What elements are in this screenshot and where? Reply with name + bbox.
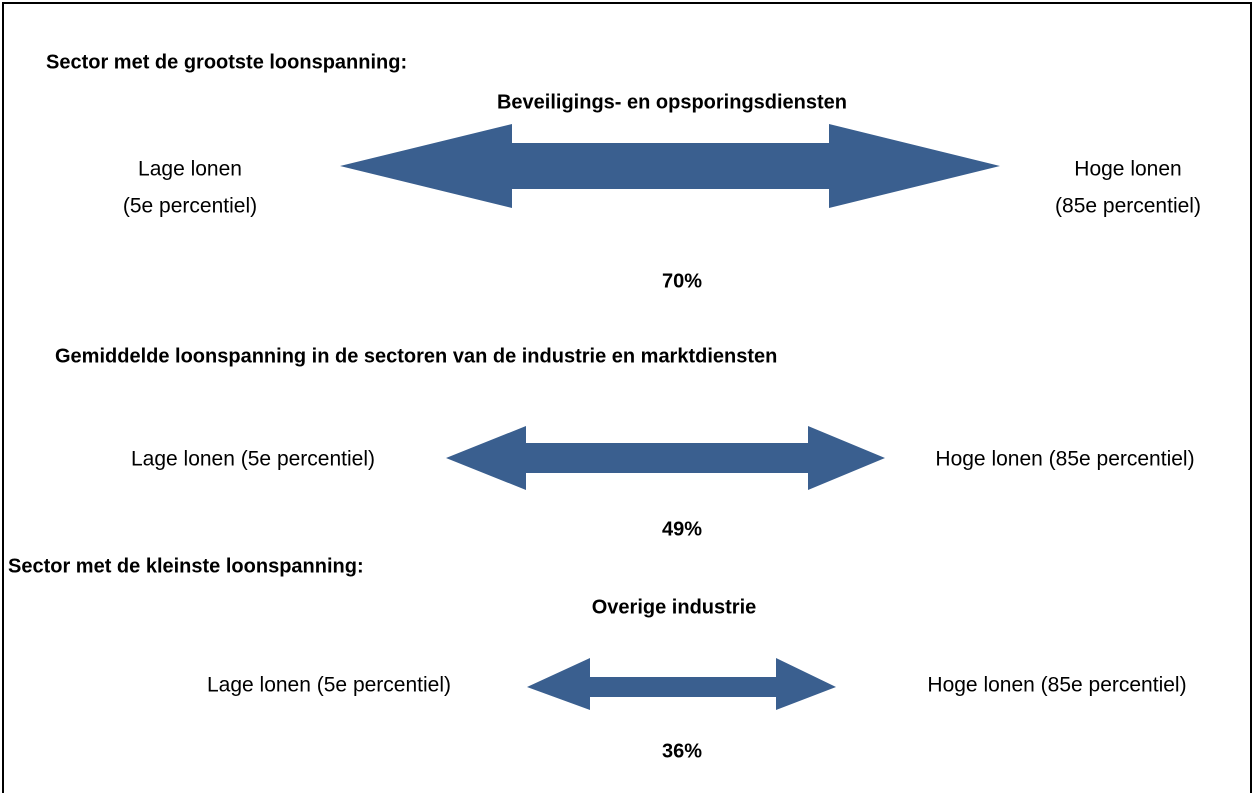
heading: Sector met de kleinste loonspanning: [8, 555, 364, 577]
sector-name: Overige industrie [592, 596, 757, 618]
low-label: (5e percentiel) [123, 195, 257, 218]
high-label: Hoge lonen [1074, 158, 1181, 181]
high-label: (85e percentiel) [1055, 195, 1201, 218]
spread: 49% [662, 518, 702, 540]
spread: 36% [662, 740, 702, 762]
sector-name: Beveiligings- en opsporingsdiensten [497, 91, 847, 113]
heading: Sector met de grootste loonspanning: [46, 51, 407, 73]
double-arrow [446, 426, 885, 490]
high-label: Hoge lonen (85e percentiel) [935, 448, 1194, 471]
low-label: Lage lonen (5e percentiel) [131, 448, 375, 471]
double-arrow [527, 658, 836, 710]
low-label: Lage lonen (5e percentiel) [207, 674, 451, 697]
high-label: Hoge lonen (85e percentiel) [927, 674, 1186, 697]
double-arrow [340, 124, 1000, 208]
spread: 70% [662, 270, 702, 292]
heading: Gemiddelde loonspanning in de sectoren v… [55, 345, 777, 367]
low-label: Lage lonen [138, 158, 242, 181]
